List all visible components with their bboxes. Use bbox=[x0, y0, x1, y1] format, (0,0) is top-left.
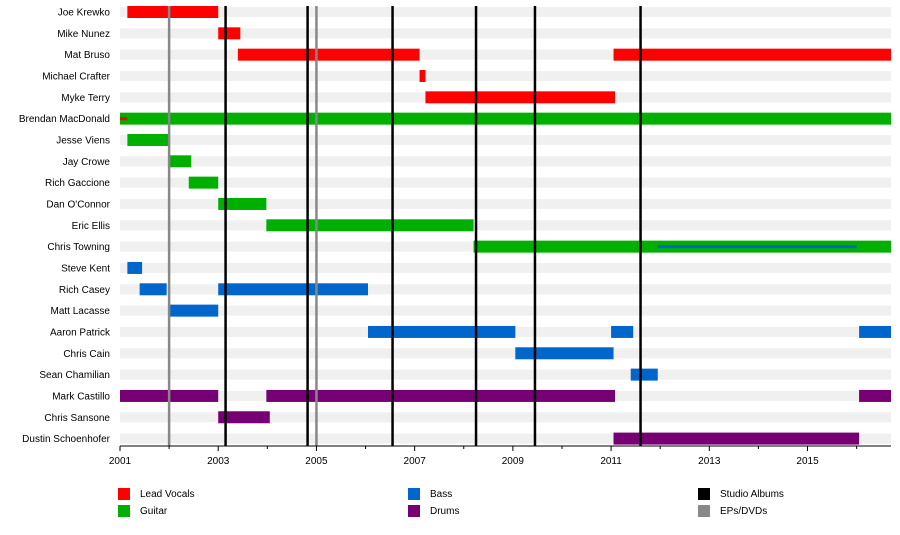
member-label-aaron-patrick: Aaron Patrick bbox=[50, 327, 111, 338]
bar-jesse-viens-guitar-0 bbox=[127, 133, 170, 146]
member-label-dan-o-connor: Dan O'Connor bbox=[46, 199, 110, 210]
x-tick-label-2003: 2003 bbox=[207, 456, 230, 467]
x-tick-label-2001: 2001 bbox=[109, 456, 132, 467]
row-stripe-jesse-viens bbox=[120, 134, 891, 145]
member-label-brendan-macdonald: Brendan MacDonald bbox=[19, 114, 110, 125]
row-stripe-rich-gaccione bbox=[120, 177, 891, 188]
bar-dan-o-connor-guitar-0 bbox=[218, 197, 267, 210]
row-stripe-eric-ellis bbox=[120, 220, 891, 231]
bar-aaron-patrick-bass-1 bbox=[611, 325, 634, 338]
bar-rich-casey-bass-0 bbox=[139, 283, 167, 296]
row-stripe-chris-sansone bbox=[120, 412, 891, 423]
bar-eric-ellis-guitar-0 bbox=[266, 219, 474, 232]
row-stripe-steve-kent bbox=[120, 262, 891, 273]
member-label-sean-chamilian: Sean Chamilian bbox=[39, 370, 110, 381]
row-stripe-chris-cain bbox=[120, 348, 891, 359]
bar-brendan-macdonald-guitar-0 bbox=[120, 112, 891, 125]
bar-dustin-schoenhofer-drums-0 bbox=[613, 432, 860, 445]
bar-rich-casey-bass-1 bbox=[218, 283, 368, 296]
bar-aaron-patrick-bass-2 bbox=[859, 325, 891, 338]
row-stripe-dustin-schoenhofer bbox=[120, 433, 891, 444]
row-stripe-matt-lacasse bbox=[120, 305, 891, 316]
bar-mike-nunez-lead_vocals-0 bbox=[218, 27, 241, 40]
member-label-mark-castillo: Mark Castillo bbox=[52, 391, 110, 402]
bar-brendan-macdonald-lead_vocals-1 bbox=[120, 117, 128, 121]
member-label-myke-terry: Myke Terry bbox=[61, 93, 110, 104]
x-tick-label-2013: 2013 bbox=[698, 456, 721, 467]
bar-jay-crowe-guitar-0 bbox=[169, 155, 192, 168]
member-label-joe-krewko: Joe Krewko bbox=[58, 8, 111, 19]
member-label-dustin-schoenhofer: Dustin Schoenhofer bbox=[22, 434, 111, 445]
bar-mat-bruso-lead_vocals-1 bbox=[613, 48, 891, 61]
row-stripe-joe-krewko bbox=[120, 7, 891, 17]
bar-chris-sansone-drums-0 bbox=[218, 411, 270, 424]
row-stripe-michael-crafter bbox=[120, 70, 891, 81]
row-stripe-mat-bruso bbox=[120, 49, 891, 60]
bar-mark-castillo-drums-2 bbox=[859, 389, 891, 402]
bar-steve-kent-bass-0 bbox=[127, 261, 143, 274]
bar-aaron-patrick-bass-0 bbox=[367, 325, 516, 338]
member-label-chris-towning: Chris Towning bbox=[47, 242, 110, 253]
row-stripe-rich-casey bbox=[120, 284, 891, 295]
bar-mark-castillo-drums-1 bbox=[266, 389, 616, 402]
member-label-chris-cain: Chris Cain bbox=[63, 349, 110, 360]
x-tick-label-2015: 2015 bbox=[796, 456, 819, 467]
x-tick-label-2007: 2007 bbox=[404, 456, 427, 467]
member-label-michael-crafter: Michael Crafter bbox=[42, 71, 110, 82]
row-stripe-dan-o-connor bbox=[120, 198, 891, 209]
bar-rich-gaccione-guitar-0 bbox=[188, 176, 219, 189]
row-stripe-sean-chamilian bbox=[120, 369, 891, 380]
member-label-jesse-viens: Jesse Viens bbox=[56, 135, 110, 146]
member-label-mat-bruso: Mat Bruso bbox=[64, 50, 110, 61]
bar-myke-terry-lead_vocals-0 bbox=[425, 91, 616, 104]
bar-michael-crafter-lead_vocals-0 bbox=[419, 69, 426, 82]
bar-chris-cain-bass-0 bbox=[515, 347, 614, 360]
x-tick-label-2011: 2011 bbox=[600, 456, 622, 467]
member-label-matt-lacasse: Matt Lacasse bbox=[51, 306, 111, 317]
member-label-steve-kent: Steve Kent bbox=[61, 263, 110, 274]
x-tick-label-2005: 2005 bbox=[305, 456, 328, 467]
member-label-mike-nunez: Mike Nunez bbox=[57, 29, 110, 40]
member-label-jay-crowe: Jay Crowe bbox=[63, 157, 111, 168]
bar-joe-krewko-lead_vocals-0 bbox=[127, 6, 219, 18]
x-tick-label-2009: 2009 bbox=[502, 456, 525, 467]
member-label-chris-sansone: Chris Sansone bbox=[44, 413, 110, 424]
member-label-eric-ellis: Eric Ellis bbox=[72, 221, 110, 232]
bar-matt-lacasse-bass-0 bbox=[169, 304, 219, 317]
bar-chris-towning-bass-1 bbox=[657, 245, 857, 249]
row-stripe-jay-crowe bbox=[120, 156, 891, 167]
bar-sean-chamilian-bass-0 bbox=[630, 368, 658, 381]
bar-mat-bruso-lead_vocals-0 bbox=[237, 48, 420, 61]
row-stripe-mike-nunez bbox=[120, 28, 891, 39]
member-label-rich-casey: Rich Casey bbox=[59, 285, 110, 296]
member-label-rich-gaccione: Rich Gaccione bbox=[45, 178, 110, 189]
